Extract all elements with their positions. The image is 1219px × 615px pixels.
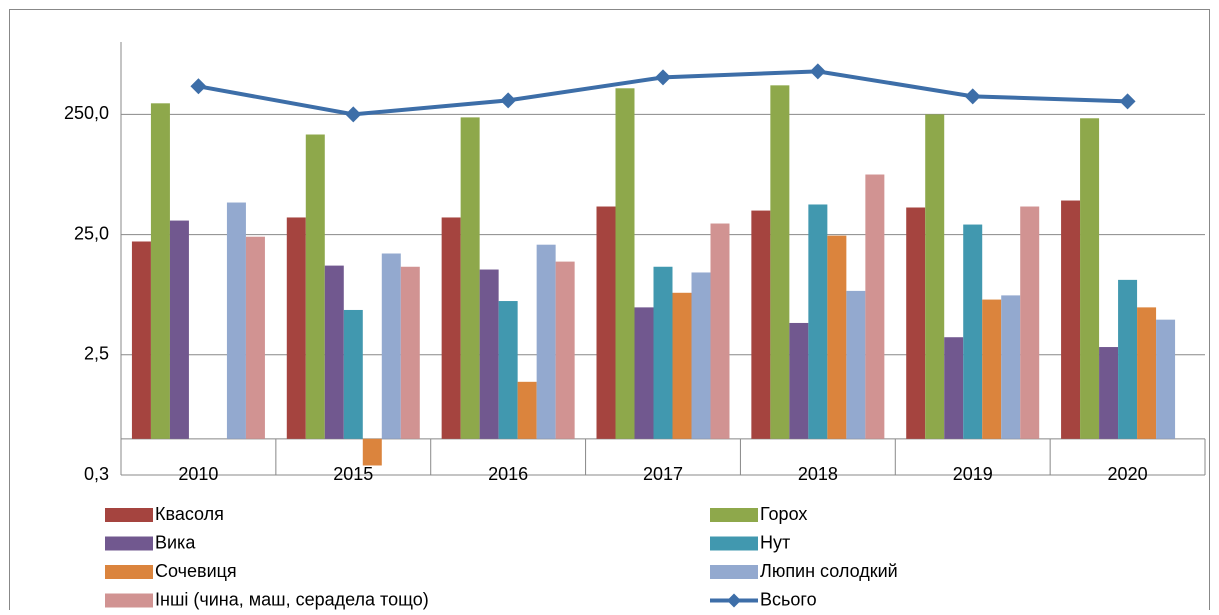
y-tick-label: 2,5 <box>84 344 109 364</box>
total-marker <box>964 88 981 105</box>
bar <box>286 217 306 439</box>
bar <box>1099 347 1119 439</box>
bar <box>925 114 945 439</box>
bar <box>324 265 344 439</box>
legend-label: Інші (чина, маш, серадела тощо) <box>155 589 429 609</box>
bar <box>944 337 964 439</box>
bar <box>865 174 885 439</box>
legend-swatch <box>710 536 758 551</box>
x-tick-label: 2020 <box>1108 464 1148 484</box>
legend-label: Сочевиця <box>155 561 237 581</box>
legend-label: Нут <box>760 532 790 552</box>
bar <box>305 134 325 439</box>
bar <box>982 299 1002 439</box>
bar <box>1061 200 1081 439</box>
legend-swatch <box>105 565 153 579</box>
x-tick-label: 2010 <box>178 464 218 484</box>
legend-swatch <box>710 565 758 579</box>
bar <box>517 381 537 439</box>
bar <box>751 210 771 439</box>
legend-label: Вика <box>155 532 196 552</box>
bar <box>906 207 926 439</box>
legend-swatch <box>105 593 153 608</box>
bar <box>710 223 730 439</box>
bar <box>555 261 575 439</box>
bar <box>1020 206 1040 439</box>
bar <box>1080 118 1100 439</box>
bar <box>131 241 151 439</box>
legend-label: Люпин солодкий <box>760 561 898 581</box>
y-tick-label: 250,0 <box>64 103 109 123</box>
bar <box>498 301 518 439</box>
bar <box>596 206 616 439</box>
total-marker <box>655 69 671 86</box>
bar <box>1156 319 1176 439</box>
bar <box>479 269 499 439</box>
bar <box>672 292 692 439</box>
bar <box>653 266 673 439</box>
bar <box>362 438 382 466</box>
bar <box>808 204 828 439</box>
total-marker <box>500 92 517 109</box>
bar <box>1001 295 1021 439</box>
bar <box>343 309 363 439</box>
x-tick-label: 2019 <box>953 464 993 484</box>
bar <box>1137 307 1157 439</box>
bar <box>441 217 461 439</box>
bar <box>963 224 983 439</box>
x-tick-label: 2015 <box>333 464 373 484</box>
total-marker <box>809 63 826 80</box>
bar <box>226 202 246 439</box>
bar <box>536 244 556 439</box>
bar <box>169 220 189 439</box>
y-tick-label: 25,0 <box>74 223 109 243</box>
bar <box>615 88 635 439</box>
legend-label: Квасоля <box>155 504 224 524</box>
bar <box>460 117 480 439</box>
legend-marker <box>727 593 741 608</box>
x-tick-label: 2018 <box>798 464 838 484</box>
bar <box>691 272 711 439</box>
legend-label: Всього <box>760 589 817 609</box>
legend-swatch <box>710 508 758 522</box>
total-marker <box>190 78 207 95</box>
bar <box>1118 279 1138 439</box>
total-marker <box>1119 93 1136 110</box>
legend-swatch <box>105 536 153 551</box>
bar <box>150 103 170 439</box>
bar <box>634 307 654 439</box>
bar <box>245 236 265 439</box>
y-tick-label: 0,3 <box>84 464 109 484</box>
total-marker <box>345 106 362 123</box>
x-tick-label: 2017 <box>643 464 683 484</box>
legend-label: Горох <box>760 504 807 524</box>
bar <box>381 253 401 439</box>
bar <box>789 322 809 439</box>
bar <box>770 85 790 439</box>
bar <box>846 290 866 439</box>
legend-swatch <box>105 508 153 522</box>
bar <box>400 266 420 439</box>
bar <box>827 235 847 439</box>
x-tick-label: 2016 <box>488 464 528 484</box>
